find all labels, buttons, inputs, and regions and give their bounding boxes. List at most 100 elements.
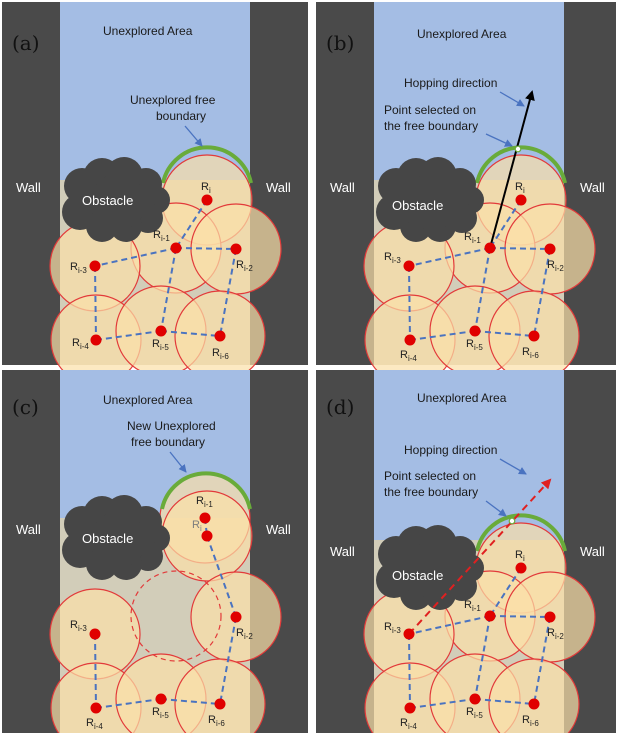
robot-i-6 <box>214 698 226 710</box>
robot-i-1 <box>484 610 496 622</box>
robot-i-4 <box>90 334 102 346</box>
robot-i-4 <box>404 702 416 714</box>
robot-label-i-5: Ri-5 <box>466 706 483 720</box>
robot-i-6 <box>528 698 540 710</box>
robot-i-1 <box>170 242 182 254</box>
point-selected-line2: the free boundary <box>384 119 478 133</box>
robot-i <box>201 530 213 542</box>
robot-i-1 <box>484 242 496 254</box>
boundary-callout-line1: Unexplored free <box>130 93 216 107</box>
hopping-direction-label: Hopping direction <box>404 76 497 90</box>
robot-i-3 <box>89 260 101 272</box>
obstacle <box>62 157 170 242</box>
obstacle <box>376 525 484 610</box>
robot-i-2 <box>230 611 242 623</box>
panel-a: Obstacle Ri Ri-1 Ri-2 Ri-3 Ri-4 Ri-5 Ri-… <box>2 2 308 386</box>
panel-c: Obstacle Ri-1 Ri Ri-2 Ri-3 Ri-4 Ri-5 Ri-… <box>2 370 308 733</box>
robot-label-i-5: Ri-5 <box>466 338 483 352</box>
robot-label-i-4: Ri-4 <box>86 717 103 731</box>
robot-label-i-1: Ri-1 <box>464 599 481 613</box>
robots <box>403 562 556 714</box>
robot-label-i-6: Ri-6 <box>522 714 539 728</box>
robot-i-6 <box>528 330 540 342</box>
robot-label-i-2: Ri-2 <box>236 259 253 273</box>
obstacle-label: Obstacle <box>392 568 443 583</box>
callout-arrow <box>184 125 203 147</box>
robot-label-i-4: Ri-4 <box>400 717 417 731</box>
obstacle-label: Obstacle <box>392 198 443 213</box>
robot-label-i: Ri <box>201 181 211 195</box>
robot-i-5 <box>155 325 167 337</box>
robot-i-3 <box>403 260 415 272</box>
unexplored-area-label: Unexplored Area <box>417 391 507 405</box>
robot-i-2 <box>230 243 242 255</box>
point-selected-line2: the free boundary <box>384 485 478 499</box>
robot-label-i: Ri <box>515 181 525 195</box>
robot-links <box>408 567 551 709</box>
panel-label: (d) <box>326 395 354 419</box>
hopping-direction-arrow <box>489 90 535 249</box>
unexplored-area-label: Unexplored Area <box>417 27 507 41</box>
robot-links <box>408 199 551 341</box>
point-selected-line1: Point selected on <box>384 469 476 483</box>
robot-label-i-3: Ri-3 <box>384 621 401 635</box>
panel-label: (c) <box>12 395 39 419</box>
wall-left-label: Wall <box>330 544 355 559</box>
robot-i-6 <box>214 330 226 342</box>
unexplored-area-label: Unexplored Area <box>103 393 193 407</box>
robot-i-3 <box>403 628 415 640</box>
robot-label-i-6: Ri-6 <box>208 714 225 728</box>
robot-i-2 <box>544 243 556 255</box>
boundary-callout-line2: boundary <box>156 109 206 123</box>
robot-i <box>201 194 213 206</box>
new-unexplored-free-boundary <box>160 471 252 510</box>
panel-b: Obstacle Ri Ri-1 Ri-2 Ri-3 Ri-4 Ri-5 <box>316 2 616 386</box>
callout-arrow <box>485 133 513 147</box>
selected-boundary-point <box>508 517 516 525</box>
robot-i <box>515 562 527 574</box>
robot-i-4 <box>90 702 102 714</box>
selected-boundary-point <box>514 145 522 153</box>
panel-d: Obstacle Ri Ri-1 Ri-2 Ri-3 Ri-4 Ri-5 <box>316 370 616 733</box>
robot-label-i-1: Ri-1 <box>464 231 481 245</box>
obstacle <box>376 157 484 242</box>
vacated-circle <box>130 570 222 662</box>
robot-label-i-3: Ri-3 <box>70 261 87 275</box>
robot-label-i-3: Ri-3 <box>70 619 87 633</box>
wall-left-label: Wall <box>16 522 41 537</box>
robot-label-i-2: Ri-2 <box>236 627 253 641</box>
robots <box>89 512 242 714</box>
panel-label: (b) <box>326 31 354 55</box>
unexplored-free-boundary <box>475 513 567 552</box>
wall-right-label: Wall <box>266 180 291 195</box>
robot-label-i-4: Ri-4 <box>400 349 417 363</box>
new-boundary-callout-line1: New Unexplored <box>127 419 216 433</box>
robot-label-i: Ri <box>192 519 202 533</box>
robot-links <box>94 199 237 341</box>
robot-label-i-1: Ri-1 <box>196 495 213 509</box>
callout-arrow <box>499 458 527 475</box>
robot-i-5 <box>155 693 167 705</box>
robot-label-i-1: Ri-1 <box>153 229 170 243</box>
robot-i-4 <box>404 334 416 346</box>
robot-i-5 <box>469 693 481 705</box>
point-selected-line1: Point selected on <box>384 103 476 117</box>
callout-arrow <box>499 91 525 107</box>
unexplored-area-label: Unexplored Area <box>103 24 193 38</box>
robot-label-i-3: Ri-3 <box>384 251 401 265</box>
callout-arrow <box>169 451 187 473</box>
panel-label: (a) <box>12 31 40 55</box>
obstacle-label: Obstacle <box>82 193 133 208</box>
hopping-direction-arrow <box>408 478 552 635</box>
robot-label-i-2: Ri-2 <box>547 259 564 273</box>
coverage-circles <box>363 154 596 386</box>
robot-i-2 <box>544 611 556 623</box>
robot-i-5 <box>469 325 481 337</box>
robots <box>403 194 556 346</box>
obstacle-label: Obstacle <box>82 531 133 546</box>
wall-left-label: Wall <box>330 180 355 195</box>
obstacle <box>62 495 170 580</box>
robot-label-i-5: Ri-5 <box>152 706 169 720</box>
wall-left-label: Wall <box>16 180 41 195</box>
